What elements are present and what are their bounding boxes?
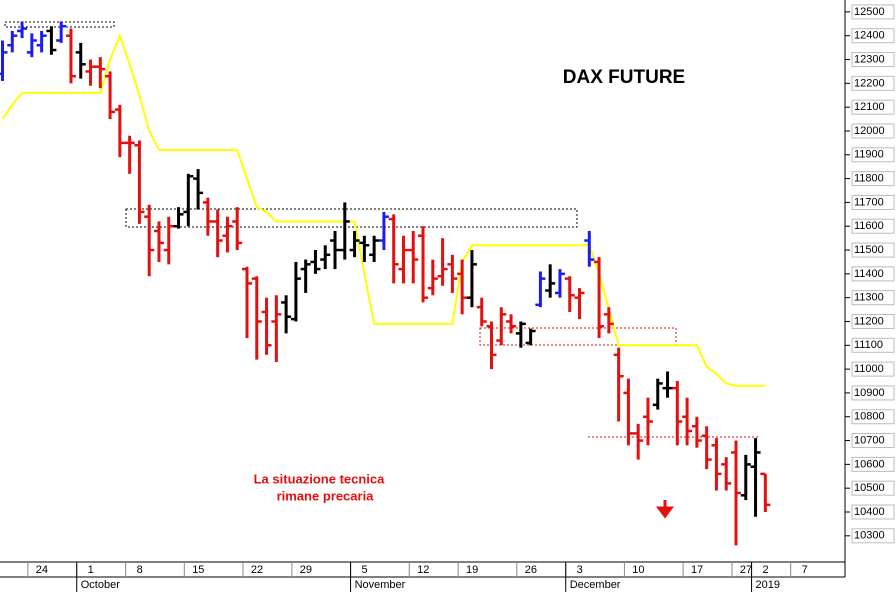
y-tick-label: 11300	[854, 292, 884, 304]
x-tick-label: 19	[466, 564, 478, 576]
y-tick-label: 11700	[854, 196, 884, 208]
y-tick-label: 11600	[854, 220, 884, 232]
x-tick-label: 7	[802, 564, 808, 576]
y-tick-label: 10300	[854, 530, 885, 542]
y-tick-label: 12100	[854, 101, 885, 113]
stop-line	[1, 32, 766, 387]
x-tick-label: 5	[362, 564, 368, 576]
resistance-box	[125, 208, 578, 228]
x-tick-label: 15	[192, 564, 204, 576]
y-tick-box	[851, 194, 895, 210]
y-tick-box	[851, 123, 895, 139]
y-tick-label: 11800	[854, 173, 884, 185]
down-arrow	[656, 500, 674, 519]
y-tick-box	[851, 290, 895, 306]
y-tick-box	[851, 28, 895, 44]
y-tick-label: 12000	[854, 125, 885, 137]
x-tick-label: 12	[417, 564, 429, 576]
period-label: November	[355, 579, 406, 591]
y-tick-box	[851, 4, 895, 20]
resistance-box	[4, 21, 115, 28]
y-tick-label: 10500	[854, 482, 885, 494]
y-tick-box	[851, 313, 895, 329]
annotation: rimane precaria	[277, 488, 375, 503]
y-tick-label: 10700	[854, 434, 885, 446]
chart-title: DAX FUTURE	[563, 67, 685, 88]
support-box	[479, 327, 677, 346]
y-tick-label: 10600	[854, 458, 885, 470]
y-tick-box	[851, 266, 895, 282]
y-tick-label: 10900	[854, 387, 885, 399]
y-tick-label: 11100	[854, 339, 883, 351]
y-tick-box	[851, 337, 895, 353]
y-tick-box	[851, 147, 895, 163]
y-tick-box	[851, 99, 895, 115]
x-tick-label: 29	[300, 564, 312, 576]
y-tick-label: 11000	[854, 363, 884, 375]
y-tick-label: 12200	[854, 77, 885, 89]
y-tick-box	[851, 409, 895, 425]
y-tick-box	[851, 242, 895, 258]
x-tick-label: 24	[36, 564, 48, 576]
x-tick-label: 2	[762, 564, 768, 576]
annotation: La situazione tecnica	[254, 471, 386, 486]
y-tick-box	[851, 361, 895, 377]
x-tick-label: 1	[88, 564, 94, 576]
period-label: October	[81, 579, 120, 591]
y-tick-box	[851, 504, 895, 520]
x-tick-label: 26	[525, 564, 537, 576]
y-tick-label: 10800	[854, 411, 885, 423]
y-tick-box	[851, 171, 895, 187]
y-tick-box	[851, 456, 895, 472]
period-label: December	[570, 579, 621, 591]
y-tick-box	[851, 480, 895, 496]
y-tick-label: 11400	[854, 268, 884, 280]
y-tick-label: 12500	[854, 6, 885, 18]
x-tick-label: 3	[577, 564, 583, 576]
y-tick-label: 12400	[854, 30, 885, 42]
x-tick-label: 10	[632, 564, 644, 576]
y-tick-label: 11500	[854, 244, 884, 256]
x-tick-label: 8	[137, 564, 143, 576]
x-tick-label: 22	[251, 564, 263, 576]
x-tick-label: 27	[740, 564, 752, 576]
y-tick-box	[851, 52, 895, 68]
y-tick-box	[851, 528, 895, 544]
y-tick-label: 11900	[854, 149, 884, 161]
y-tick-box	[851, 433, 895, 449]
y-tick-label: 11200	[854, 315, 884, 327]
plot-area	[0, 21, 771, 546]
y-tick-box	[851, 218, 895, 234]
y-tick-box	[851, 385, 895, 401]
period-label: 2019	[756, 579, 780, 591]
y-tick-box	[851, 75, 895, 91]
y-tick-label: 10400	[854, 506, 885, 518]
y-tick-label: 12300	[854, 53, 885, 65]
x-tick-label: 17	[691, 564, 703, 576]
